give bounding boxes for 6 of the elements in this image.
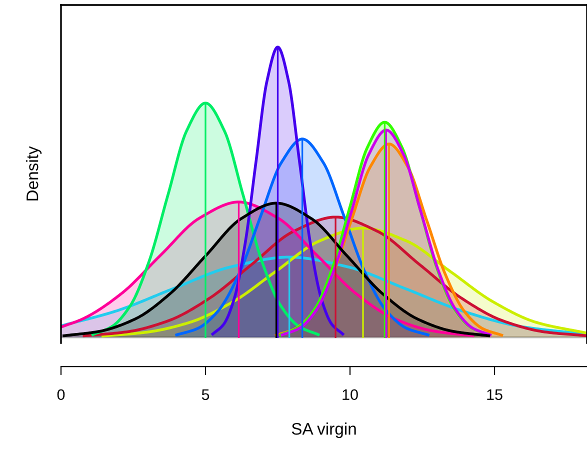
- y-axis-title: Density: [26, 146, 42, 200]
- x-tick-label: 15: [487, 389, 502, 400]
- x-axis-title: SA virgin: [292, 422, 356, 438]
- x-tick-label: 10: [342, 389, 358, 400]
- x-tick-label: 5: [202, 389, 210, 400]
- x-tick-label: 0: [57, 389, 65, 400]
